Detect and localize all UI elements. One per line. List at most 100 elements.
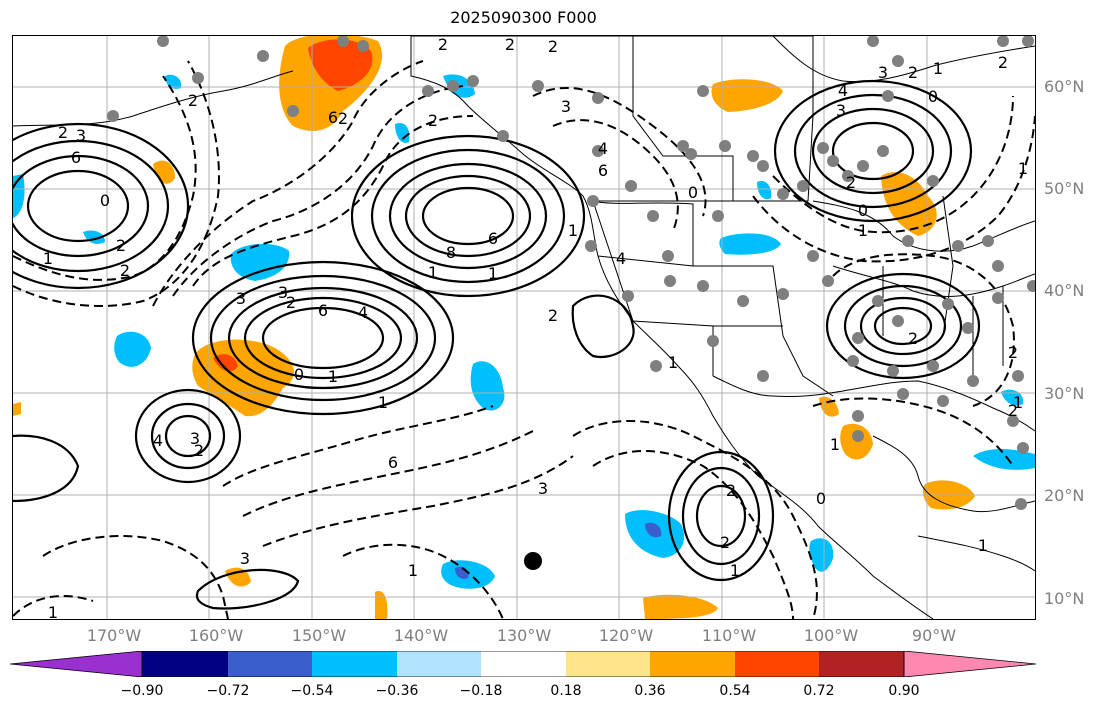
negative-anomaly-patch	[973, 449, 1035, 470]
positive-contours	[13, 79, 981, 610]
contour-label: 3	[836, 101, 846, 120]
contour-label: 2	[1008, 401, 1018, 420]
colorbar	[10, 651, 1037, 677]
contour-label: 4	[838, 81, 848, 100]
contour-label: 2	[548, 306, 558, 325]
contour-label: 1	[48, 603, 58, 619]
contour-label: 6	[488, 229, 498, 248]
contour-label: 2	[188, 91, 198, 110]
colorbar-bin	[312, 651, 397, 677]
latitude-label-30n: 30°N	[1044, 384, 1085, 403]
longitude-label-120w: 120°W	[598, 626, 654, 645]
colorbar-bin	[819, 651, 904, 677]
contour-label: 3	[538, 479, 548, 498]
negative-anomaly-patch	[809, 538, 834, 572]
contour-label: 2	[505, 36, 515, 54]
contour-label: 1	[668, 353, 678, 372]
colorbar-tick-label: −0.18	[459, 683, 503, 699]
contour-label: 1	[978, 536, 988, 555]
positive-anomaly-patch	[819, 396, 839, 417]
contour-label: 6	[328, 108, 338, 127]
contour-label: 1	[488, 264, 498, 283]
contour-label: 8	[446, 243, 456, 262]
longitude-label-110w: 110°W	[701, 626, 757, 645]
reference-point-marker	[524, 552, 542, 570]
contour-label: 2	[908, 63, 918, 82]
contour-label: 2	[120, 261, 130, 280]
colorbar-bin	[735, 651, 819, 677]
contour-label: 0	[688, 183, 698, 202]
colorbar-tick-label: 0.18	[550, 683, 582, 699]
contour-label: 2	[58, 123, 68, 142]
contour-label: 1	[568, 221, 578, 240]
contour-label: 6	[598, 161, 608, 180]
positive-anomaly-patch	[375, 591, 388, 619]
contour-label: 2	[338, 109, 348, 128]
strong-negative-anomaly-patch	[645, 522, 662, 538]
contour-label: 0	[858, 201, 868, 220]
colorbar-outline	[141, 651, 905, 677]
negative-anomaly-patch	[114, 331, 151, 367]
contour-label: 2	[116, 236, 126, 255]
contour-label: 1	[378, 393, 388, 412]
colorbar-min-extend	[10, 651, 143, 677]
latitude-label-10n: 10°N	[1044, 589, 1085, 608]
colorbar-bin	[397, 651, 481, 677]
strong-positive-anomaly-patch	[213, 354, 238, 372]
contour-label: 6	[388, 453, 398, 472]
contour-label: 0	[928, 87, 938, 106]
colorbar-tick-label: 0.90	[888, 683, 920, 699]
contour-label: 2	[548, 37, 558, 56]
contour-label: 2	[194, 441, 204, 460]
negative-contours	[13, 60, 1035, 619]
negative-anomaly-patch	[757, 180, 772, 200]
positive-anomaly-patch	[13, 402, 21, 416]
colorbar-bin	[228, 651, 312, 677]
station-dots	[107, 36, 1035, 510]
contour-label: 2	[726, 481, 736, 500]
contour-label: 1	[328, 367, 338, 386]
colorbar-tick-label: −0.90	[120, 683, 164, 699]
contour-label: 3	[561, 97, 571, 116]
negative-anomaly-patch	[395, 122, 410, 143]
colorbar-tick-label: 0.54	[719, 683, 751, 699]
contour-label: 3	[76, 126, 86, 145]
contour-label: 4	[616, 249, 626, 268]
graticule	[13, 36, 1035, 619]
strong-positive-anomaly-patch	[308, 39, 373, 91]
contour-label: 3	[878, 63, 888, 82]
contour-label: 1	[408, 561, 418, 580]
positive-anomaly-patch	[225, 567, 251, 587]
contour-label: 2	[720, 533, 730, 552]
contour-label: 4	[153, 431, 163, 450]
contour-label: 1	[428, 263, 438, 282]
contour-label: 2	[998, 53, 1008, 72]
contour-label: 2	[286, 293, 296, 312]
contour-label: 0	[294, 365, 304, 384]
contour-label: 6	[318, 301, 328, 320]
contour-label: 2	[1008, 343, 1018, 362]
contour-label: 4	[358, 303, 368, 322]
contour-label: 1	[1018, 159, 1028, 178]
colorbar-tick-label: −0.36	[375, 683, 419, 699]
longitude-label-170w: 170°W	[86, 626, 142, 645]
negative-anomaly-patch	[230, 243, 290, 281]
contour-label: 3	[278, 283, 288, 302]
contour-label: 3	[236, 289, 246, 308]
colorbar-bin	[142, 651, 228, 677]
contour-label: 1	[933, 59, 943, 78]
colorbar-tick-label: −0.72	[206, 683, 250, 699]
contour-label: 2	[846, 173, 856, 192]
contour-label: 1	[1013, 393, 1023, 412]
negative-anomaly-patch	[13, 174, 25, 218]
positive-anomaly-patch	[192, 339, 295, 417]
longitude-label-90w: 90°W	[911, 626, 957, 645]
contour-label: 3	[190, 429, 200, 448]
contour-label: 2	[428, 111, 438, 130]
contour-label: 1	[43, 249, 53, 268]
colorbar-tick-label: −0.54	[290, 683, 334, 699]
latitude-label-60n: 60°N	[1044, 77, 1085, 96]
longitude-label-150w: 150°W	[291, 626, 347, 645]
